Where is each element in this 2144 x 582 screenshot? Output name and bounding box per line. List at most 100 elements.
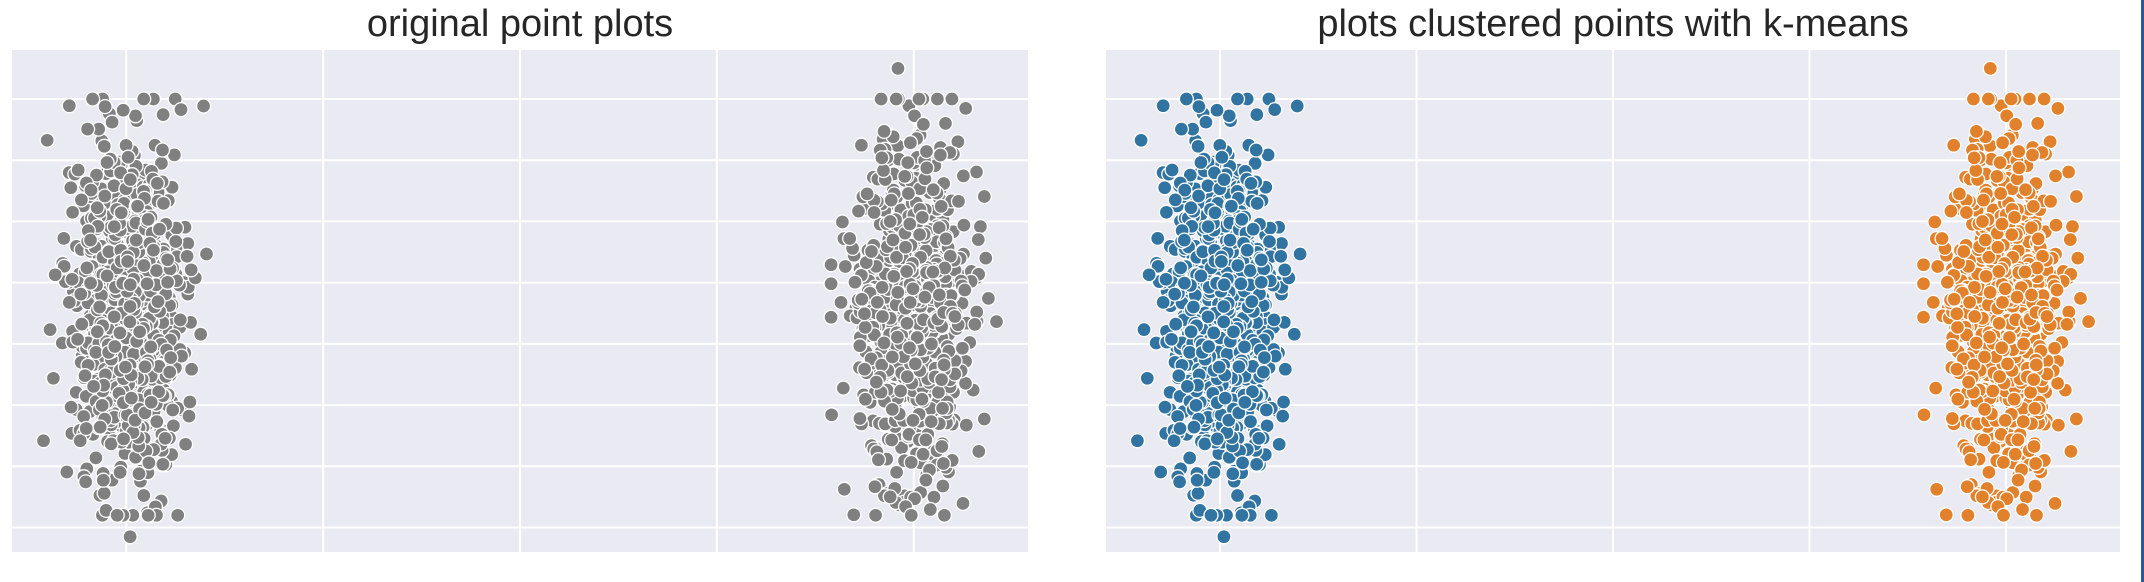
data-point-cluster-left [1229, 91, 1246, 107]
data-point-cluster-left [1234, 455, 1251, 471]
data-point-cluster-right [892, 383, 909, 399]
data-point-cluster-left [1243, 175, 1259, 192]
data-point-cluster-right [918, 432, 934, 448]
data-point-cluster-left [1248, 142, 1264, 158]
data-point-cluster-left [61, 98, 77, 114]
data-point-cluster-left [195, 98, 212, 114]
data-point-cluster-right [2064, 218, 2081, 235]
data-point-cluster-right [2047, 495, 2063, 512]
data-point-cluster-left [1245, 221, 1261, 237]
data-point-cluster-right [2006, 209, 2023, 225]
data-point-cluster-right [2015, 336, 2032, 352]
data-point-cluster-right [929, 91, 946, 107]
data-point-cluster-right [1982, 284, 1998, 301]
data-point-cluster-left [112, 464, 128, 481]
data-point-cluster-left [155, 456, 171, 472]
data-point-cluster-left [170, 507, 186, 523]
data-point-cluster-left [1176, 275, 1193, 291]
data-point-cluster-right [1946, 137, 1962, 153]
data-point-cluster-left [1158, 204, 1175, 220]
data-point-cluster-right [857, 319, 873, 336]
data-point-cluster-right [1959, 479, 1975, 495]
data-point-cluster-left [1200, 218, 1216, 235]
data-point-cluster-right [2036, 91, 2052, 107]
data-point-cluster-left [163, 349, 179, 366]
data-point-cluster-right [2050, 100, 2066, 117]
data-point-cluster-right [1943, 203, 1959, 219]
data-point-cluster-right [835, 380, 851, 396]
data-point-cluster-left [72, 433, 88, 449]
data-point-cluster-right [2010, 472, 2026, 488]
data-point-cluster-right [2028, 357, 2044, 373]
data-point-cluster-left [88, 344, 104, 361]
data-point-cluster-right [1966, 150, 1982, 166]
data-point-cluster-left [1236, 339, 1253, 355]
data-point-cluster-left [1244, 293, 1260, 310]
data-point-cluster-right [935, 455, 952, 472]
data-point-cluster-right [886, 268, 902, 284]
data-point-cluster-left [155, 106, 171, 123]
data-point-cluster-left [141, 455, 157, 471]
data-point-cluster-right [1938, 507, 1954, 523]
data-point-cluster-left [198, 246, 215, 262]
data-point-cluster-left [139, 276, 155, 292]
data-point-cluster-right [1939, 274, 1956, 290]
data-point-cluster-right [1965, 91, 1982, 107]
data-point-cluster-left [1171, 474, 1188, 490]
data-point-cluster-left [115, 431, 132, 447]
data-point-cluster-left [1166, 433, 1182, 449]
data-point-cluster-left [1157, 180, 1173, 196]
data-point-cluster-left [162, 364, 178, 380]
data-point-cluster-left [1229, 487, 1246, 504]
data-point-cluster-right [2047, 168, 2064, 184]
data-point-cluster-left [1225, 324, 1242, 340]
data-point-cluster-left [1286, 326, 1302, 342]
data-point-cluster-right [2027, 478, 2043, 494]
data-point-cluster-right [1981, 249, 1997, 265]
data-point-cluster-right [1974, 213, 1991, 230]
data-point-cluster-right [1978, 268, 1994, 284]
data-point-cluster-left [1231, 359, 1247, 375]
data-point-cluster-right [856, 306, 873, 322]
data-point-cluster-left [1230, 257, 1246, 274]
data-point-cluster-left [1129, 433, 1146, 449]
data-point-cluster-right [901, 340, 918, 356]
data-point-cluster-right [2068, 411, 2085, 427]
data-point-cluster-right [2010, 432, 2026, 448]
data-point-cluster-left [1223, 198, 1240, 214]
data-point-cluster-left [99, 268, 115, 284]
data-point-cluster-right [2003, 91, 2019, 107]
data-point-cluster-right [967, 316, 983, 333]
data-point-cluster-left [1182, 167, 1198, 183]
data-point-cluster-right [1960, 507, 1976, 523]
data-point-cluster-left [1209, 102, 1225, 118]
data-point-cluster-left [1275, 408, 1291, 424]
data-point-cluster-left [113, 205, 129, 221]
data-point-cluster-right [1989, 168, 2005, 185]
data-point-cluster-left [132, 324, 148, 340]
data-point-cluster-right [925, 182, 941, 198]
data-point-cluster-left [77, 368, 93, 384]
data-point-cluster-right [933, 371, 950, 388]
data-point-cluster-right [869, 294, 885, 310]
data-point-cluster-left [154, 142, 171, 158]
data-point-cluster-left [64, 271, 80, 287]
data-point-cluster-left [1164, 162, 1180, 178]
data-point-cluster-right [915, 116, 932, 133]
data-point-cluster-right [905, 281, 921, 297]
data-point-cluster-right [1981, 329, 1998, 345]
data-point-cluster-right [958, 417, 974, 433]
data-point-cluster-right [823, 257, 839, 273]
data-point-cluster-left [145, 242, 162, 258]
data-point-cluster-right [1927, 214, 1943, 230]
data-point-cluster-right [2009, 289, 2025, 305]
data-point-cluster-right [1925, 294, 1941, 311]
data-point-cluster-right [968, 164, 985, 180]
left-chart-title: original point plots [366, 3, 674, 45]
data-point-cluster-right [2030, 231, 2046, 247]
data-point-cluster-right [955, 495, 971, 512]
data-point-cluster-left [136, 257, 152, 274]
data-point-cluster-right [884, 432, 900, 448]
data-point-cluster-left [104, 114, 120, 130]
data-point-cluster-left [179, 248, 195, 264]
